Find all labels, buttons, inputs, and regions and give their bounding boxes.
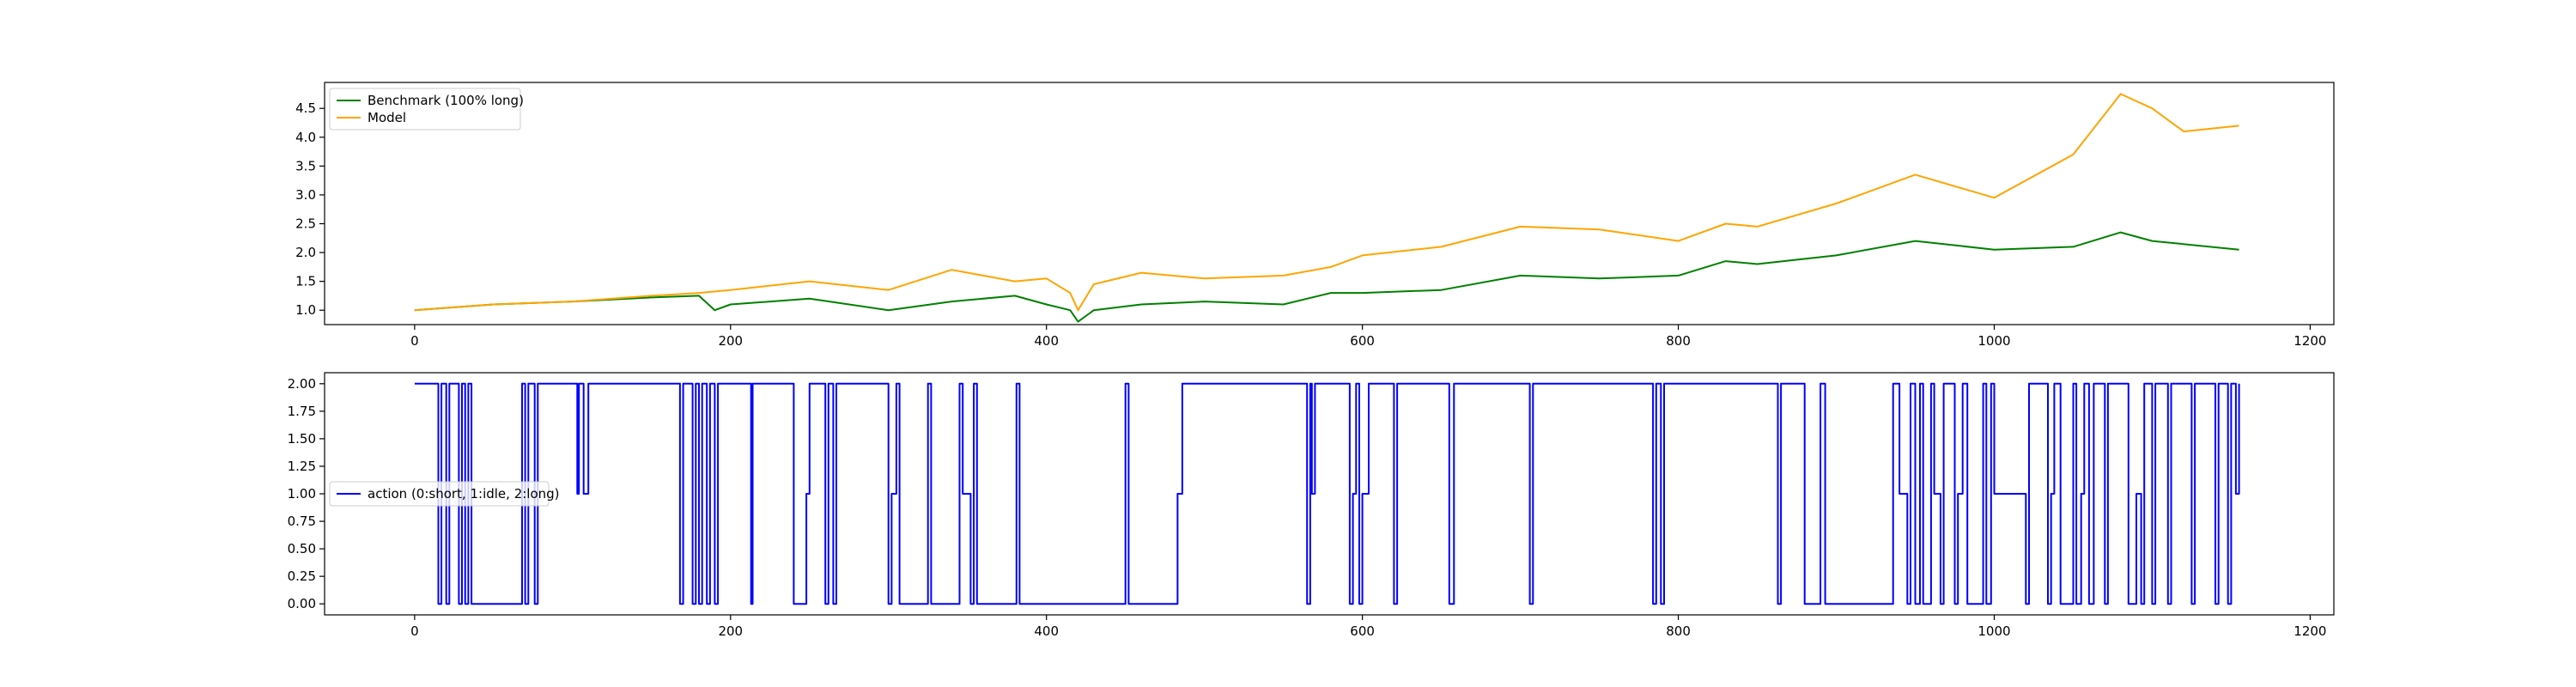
series-line-0-0 [414, 231, 2239, 323]
legend-1 [329, 481, 550, 507]
y-tick-label: 1.0 [295, 302, 316, 318]
x-tick-label: 400 [1034, 333, 1059, 349]
y-tick-label: 1.75 [288, 404, 316, 419]
x-tick-label: 800 [1666, 623, 1691, 639]
x-tick-label: 200 [718, 623, 743, 639]
y-tick-label: 4.5 [295, 100, 316, 116]
y-tick-label: 1.5 [295, 274, 316, 289]
legend-0 [329, 88, 521, 131]
y-tick-label: 1.25 [288, 459, 316, 474]
y-tick-label: 0.75 [288, 514, 316, 529]
legend-label: Benchmark (100% long) [368, 93, 524, 108]
x-tick-label: 1000 [1978, 623, 2010, 639]
x-tick-label: 600 [1350, 333, 1375, 349]
series-line-1-0 [414, 382, 2240, 605]
axes-frame-0 [324, 82, 2335, 325]
y-tick-label: 3.5 [295, 158, 316, 173]
x-tick-label: 600 [1350, 623, 1375, 639]
x-tick-label: 400 [1034, 623, 1059, 639]
equity-curve-axes: 0 200 400 600 800 1000 1200 1.0 1.5 2.0 2.5 3.0 3.5 4… [295, 82, 2335, 349]
series-line-0-1 [414, 93, 2239, 312]
x-tick-label: 1200 [2293, 623, 2326, 639]
y-tick-label: 0.50 [288, 541, 316, 556]
legend-label: action (0:short, 1:idle, 2:long) [368, 486, 560, 502]
y-tick-label: 0.25 [288, 568, 316, 584]
x-tick-label: 0 [410, 333, 419, 349]
y-tick-label: 1.50 [288, 431, 316, 447]
x-tick-label: 0 [410, 623, 419, 639]
x-tick-label: 200 [718, 333, 743, 349]
y-tick-label: 2.5 [295, 216, 316, 232]
x-tick-label: 1000 [1978, 333, 2010, 349]
legend-label: Model [368, 110, 406, 125]
y-tick-label: 4.0 [295, 130, 316, 145]
x-tick-label: 800 [1666, 333, 1691, 349]
y-tick-label: 3.0 [295, 187, 316, 203]
action-axes: 0 200 400 600 800 1000 1200 0.00 0.25 0.50 0.75 1.0… [288, 372, 2335, 639]
y-tick-label: 2.00 [288, 376, 316, 392]
y-tick-label: 1.00 [288, 486, 316, 502]
x-tick-label: 1200 [2293, 333, 2326, 349]
y-tick-label: 0.00 [288, 596, 316, 611]
y-tick-label: 2.0 [295, 245, 316, 260]
